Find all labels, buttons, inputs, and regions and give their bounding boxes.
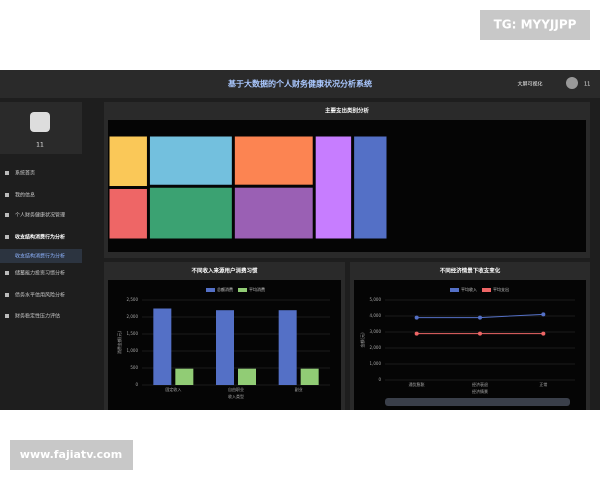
x-tick-label: 副业 [295, 386, 303, 392]
user-name[interactable]: 11 [584, 82, 590, 88]
y-tick-label: 4,000 [370, 313, 382, 318]
app-title: 基于大数据的个人财务健康状况分析系统 [227, 79, 372, 89]
bar[interactable] [216, 310, 234, 385]
menu-icon [5, 193, 9, 197]
panel-title: 不同收入来源用户消费习惯 [191, 267, 258, 275]
y-tick-label: 5,000 [370, 297, 382, 302]
y-axis-label: 消费金额(元) [116, 331, 122, 355]
bar[interactable] [238, 368, 256, 385]
user-card-name: 11 [36, 142, 44, 149]
legend-label[interactable]: 总额消费 [217, 286, 233, 292]
legend-label[interactable]: 平均收入 [461, 286, 477, 292]
treemap-cell[interactable] [315, 136, 352, 239]
y-tick-label: 1,000 [127, 348, 139, 353]
point[interactable] [541, 312, 546, 317]
legend-swatch[interactable] [206, 288, 215, 292]
y-tick-label: 1,500 [127, 331, 139, 336]
menu-icon [5, 235, 9, 239]
header [0, 70, 600, 98]
menu-icon [5, 213, 9, 217]
menu-item[interactable]: 我的信息 [15, 192, 35, 199]
bar[interactable] [300, 368, 319, 385]
y-tick-label: 1,000 [370, 361, 382, 366]
y-tick-label: 2,000 [370, 345, 382, 350]
treemap-cell[interactable] [109, 136, 147, 187]
submenu-item[interactable]: 收支结构消费行为分析 [15, 253, 65, 260]
user-avatar [30, 112, 50, 132]
treemap-cell[interactable] [354, 136, 387, 239]
point[interactable] [414, 315, 419, 320]
menu-item[interactable]: 收支结构消费行为分析 [15, 234, 65, 241]
bar[interactable] [278, 310, 297, 385]
y-tick-label: 500 [130, 365, 138, 370]
panel-title: 不同经济情景下收支变化 [440, 267, 501, 275]
x-tick-label: 固定收入 [165, 386, 181, 392]
y-tick-label: 3,000 [370, 329, 382, 334]
point[interactable] [478, 315, 482, 320]
point[interactable] [414, 331, 419, 336]
x-axis-label: 经济情景 [472, 388, 488, 394]
treemap-cell[interactable] [109, 189, 147, 239]
y-axis-label: 金额(元) [359, 332, 365, 348]
legend-label[interactable]: 平均消费 [249, 286, 265, 292]
menu-item[interactable]: 储蓄能力投资习惯分析 [15, 270, 65, 277]
panel-title: 主要支出类别分析 [325, 107, 370, 115]
legend-swatch[interactable] [482, 288, 491, 292]
watermark: TG: MYYJJPP [494, 18, 577, 32]
legend-swatch[interactable] [238, 288, 247, 292]
menu-item[interactable]: 债务水平信用风险分析 [15, 292, 65, 299]
point[interactable] [478, 331, 482, 336]
treemap-cell[interactable] [149, 136, 232, 185]
watermark-box [480, 10, 590, 40]
y-tick-label: 0 [135, 382, 138, 387]
x-tick-label: 正常 [539, 381, 547, 387]
legend-swatch[interactable] [450, 288, 459, 292]
menu-icon [5, 171, 9, 175]
x-tick-label: 经济衰退 [472, 381, 488, 387]
legend-label[interactable]: 平均支出 [493, 286, 509, 292]
menu-icon [5, 293, 9, 297]
bar[interactable] [153, 308, 172, 386]
avatar[interactable] [566, 77, 578, 89]
zoom-slider[interactable] [385, 398, 570, 406]
submenu-bg [0, 249, 82, 263]
menu-item[interactable]: 个人财务健康状况管理 [15, 212, 65, 219]
y-tick-label: 0 [378, 377, 381, 382]
menu-icon [5, 314, 9, 318]
point[interactable] [541, 331, 546, 336]
y-tick-label: 2,000 [127, 314, 139, 319]
menu-item[interactable]: 财务稳定性压力评估 [15, 313, 60, 320]
x-axis-label: 收入类型 [228, 393, 244, 399]
x-tick-label: 自由职业 [228, 386, 244, 392]
treemap-cell[interactable] [149, 187, 232, 239]
watermark: www.fajiatv.com [20, 448, 122, 461]
bar[interactable] [175, 368, 194, 385]
menu-item[interactable]: 系统首页 [15, 170, 35, 177]
treemap-cell[interactable] [234, 187, 313, 239]
screen-link[interactable]: 大屏可视化 [517, 81, 542, 88]
x-tick-label: 通货膨胀 [409, 381, 425, 387]
menu-icon [5, 271, 9, 275]
chart-area [354, 280, 586, 410]
watermark-box [10, 440, 133, 470]
y-tick-label: 2,500 [127, 297, 139, 302]
treemap-cell[interactable] [234, 136, 313, 185]
